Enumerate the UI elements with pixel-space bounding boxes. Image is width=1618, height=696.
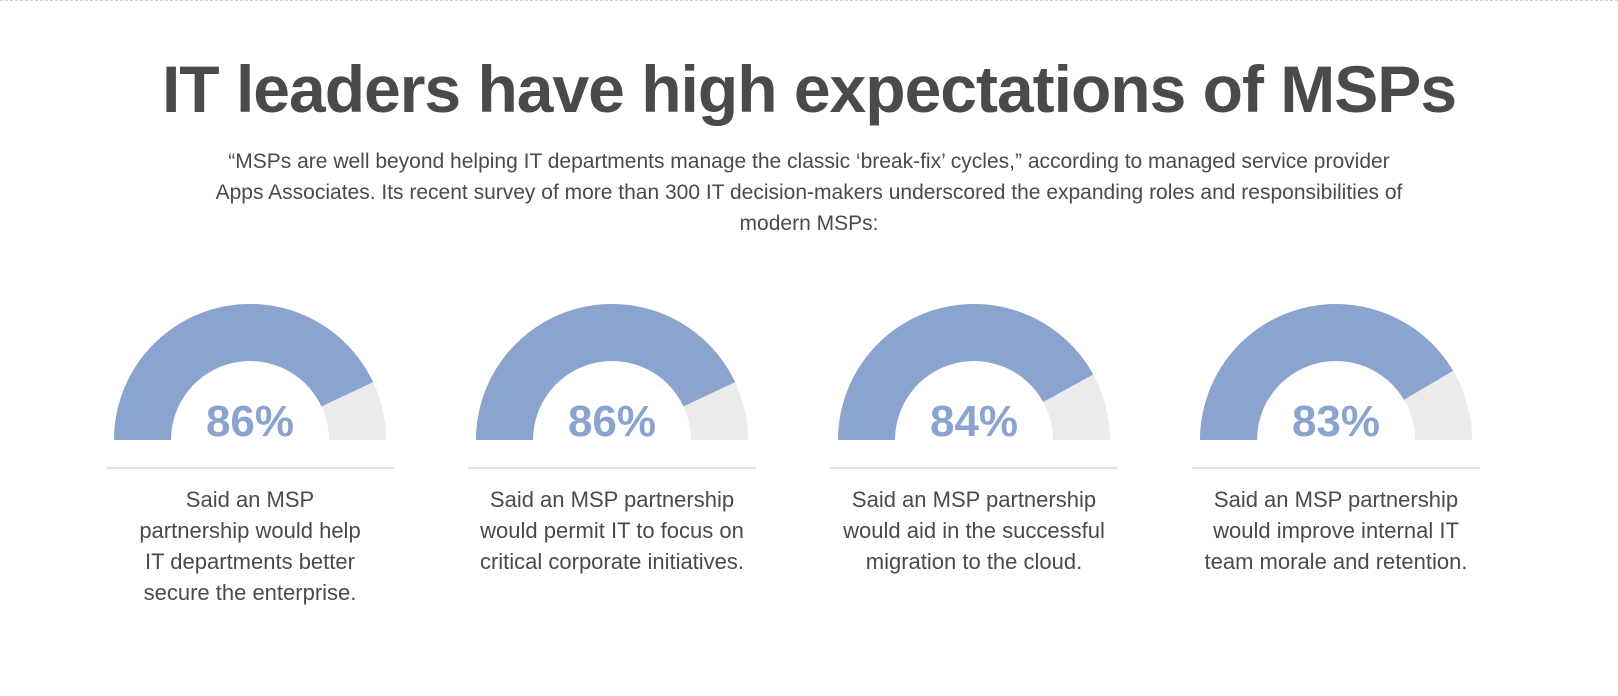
gauge-divider [106,467,394,469]
gauge-fill [476,303,736,440]
gauge-card: 86% Said an MSP partnership would permit… [462,290,762,630]
gauge-caption: Said an MSP partnership would improve in… [1204,487,1468,574]
gauge-percent-label: 86% [568,397,656,446]
gauge-caption: Said an MSP partnership would permit IT … [479,487,745,574]
gauge-chart-row: 86% Said an MSP partnership would help I… [0,290,1618,630]
intro-text: “MSPs are well beyond helping IT departm… [215,150,1403,235]
gauge-svg: 83% [1200,304,1472,446]
gauge-svg: 86% [114,303,386,446]
gauge-caption: Said an MSP partnership would help IT de… [139,487,361,605]
gauge-percent-label: 84% [930,397,1018,446]
top-dashed-rule [0,0,1618,1]
gauge-card: 84% Said an MSP partnership would aid in… [824,290,1124,630]
gauge-divider [468,467,756,469]
gauge-card: 86% Said an MSP partnership would help I… [100,290,400,630]
gauge-percent-label: 83% [1292,397,1380,446]
gauge-fill [114,303,374,440]
gauge-divider [1192,467,1480,469]
gauge-percent-label: 86% [206,397,294,446]
page-title: IT leaders have high expectations of MSP… [161,52,1457,126]
gauge-fill [838,303,1094,440]
gauge-svg: 84% [838,303,1110,446]
gauge-card: 83% Said an MSP partnership would improv… [1186,290,1486,630]
gauge-fill [1200,304,1454,440]
gauge-divider [830,467,1118,469]
gauge-svg: 86% [476,303,748,446]
gauge-caption: Said an MSP partnership would aid in the… [843,487,1105,574]
